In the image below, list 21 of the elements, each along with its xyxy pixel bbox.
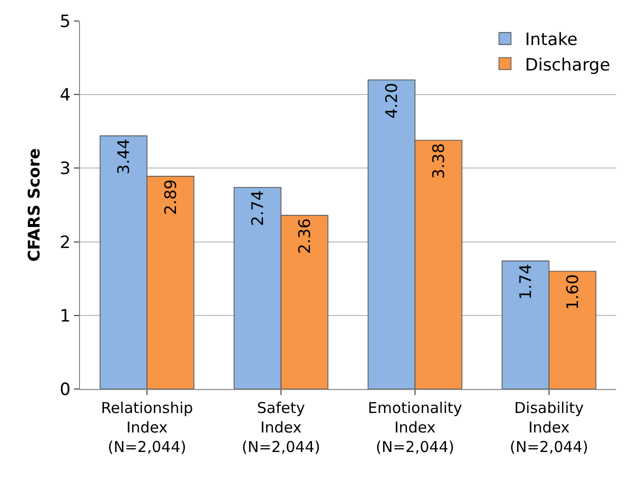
data-label: 3.44 [114, 138, 134, 174]
data-label: 2.74 [248, 190, 268, 226]
y-tick-label: 0 [60, 380, 71, 400]
data-label: 3.38 [428, 143, 448, 179]
data-label: 4.20 [382, 82, 402, 119]
x-tick-label: Emotionality Index (N=2,044) [368, 399, 462, 456]
data-label: 1.74 [516, 264, 536, 300]
y-tick-label: 5 [60, 12, 71, 32]
x-tick-label: Disability Index (N=2,044) [510, 399, 588, 456]
y-tick-label: 4 [60, 86, 71, 106]
legend-label: Discharge [525, 55, 610, 76]
y-tick-label: 3 [60, 159, 71, 180]
y-tick-label: 2 [60, 232, 71, 253]
y-axis-title: CFARS Score [24, 148, 44, 262]
y-tick-label: 1 [60, 306, 71, 326]
x-tick-label: Safety Index (N=2,044) [242, 399, 320, 456]
x-tick-label: Relationship Index (N=2,044) [100, 399, 194, 456]
data-label: 2.89 [160, 179, 180, 215]
data-label: 1.60 [562, 274, 582, 310]
data-label: 2.36 [294, 218, 314, 254]
legend-label: Intake [525, 30, 578, 50]
